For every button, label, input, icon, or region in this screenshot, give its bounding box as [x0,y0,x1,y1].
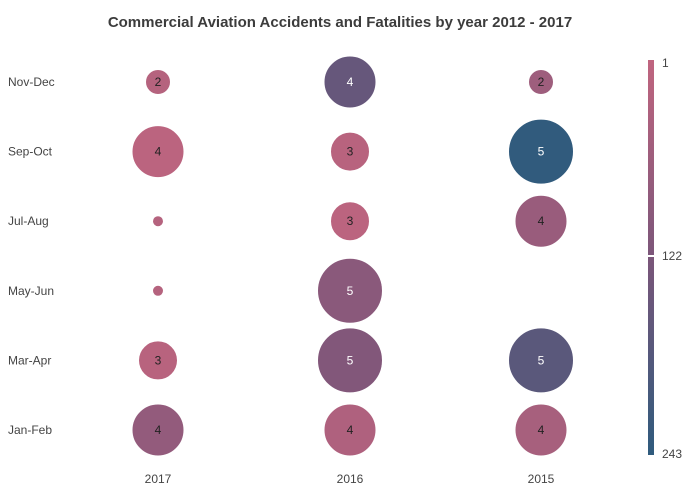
x-axis: 2017 2016 2015 [145,472,555,486]
bubble-value-label: 4 [155,145,162,159]
y-tick-label: Jan-Feb [8,423,52,437]
y-tick-label: May-Jun [8,284,54,298]
bubble-value-label: 4 [347,423,354,437]
legend-mid-label: 122 [662,249,682,263]
x-tick-label: 2015 [528,472,555,486]
y-axis: Nov-Dec Sep-Oct Jul-Aug May-Jun Mar-Apr Jan-F… [8,75,55,437]
chart-title: Commercial Aviation Accidents and Fatali… [108,14,572,31]
bubble[interactable] [145,69,171,95]
bubble[interactable] [152,284,164,297]
bubbles: 2 4 2 4 3 5 3 4 5 3 5 5 4 4 4 [131,55,574,457]
bubble[interactable] [323,55,377,109]
bubble-value-label: 4 [347,75,354,89]
legend-gradient-bar [648,60,654,455]
x-tick-label: 2017 [145,472,172,486]
bubble[interactable] [514,194,568,248]
bubble-value-label: 5 [347,353,354,367]
legend-min-label: 1 [662,56,669,70]
y-tick-label: Sep-Oct [8,145,53,159]
bubble[interactable] [330,201,370,242]
bubble-value-label: 3 [155,353,162,367]
bubble-value-label: 5 [538,353,545,367]
y-tick-label: Jul-Aug [8,214,49,228]
bubble-value-label: 5 [347,284,354,298]
y-tick-label: Mar-Apr [8,353,51,367]
bubble-value-label: 4 [538,214,545,228]
bubble[interactable] [528,69,554,95]
bubble-value-label: 4 [155,423,162,437]
bubble[interactable] [508,327,574,394]
bubble[interactable] [317,327,383,394]
bubble[interactable] [131,125,185,179]
bubble[interactable] [514,403,568,457]
y-tick-label: Nov-Dec [8,75,55,89]
bubble[interactable] [138,340,178,381]
bubble-value-label: 4 [538,423,545,437]
bubble[interactable] [317,257,383,324]
color-legend: 1 122 243 [646,56,682,461]
bubble-value-label: 2 [155,75,162,89]
bubble-value-label: 3 [347,145,354,159]
bubble[interactable] [131,403,185,457]
bubble[interactable] [330,131,370,172]
bubble[interactable] [323,403,377,457]
x-tick-label: 2016 [337,472,364,486]
bubble-value-label: 3 [347,214,354,228]
bubble[interactable] [508,118,574,185]
legend-max-label: 243 [662,447,682,461]
bubble[interactable] [152,215,164,228]
bubble-value-label: 2 [538,75,545,89]
bubble-value-label: 5 [538,145,545,159]
